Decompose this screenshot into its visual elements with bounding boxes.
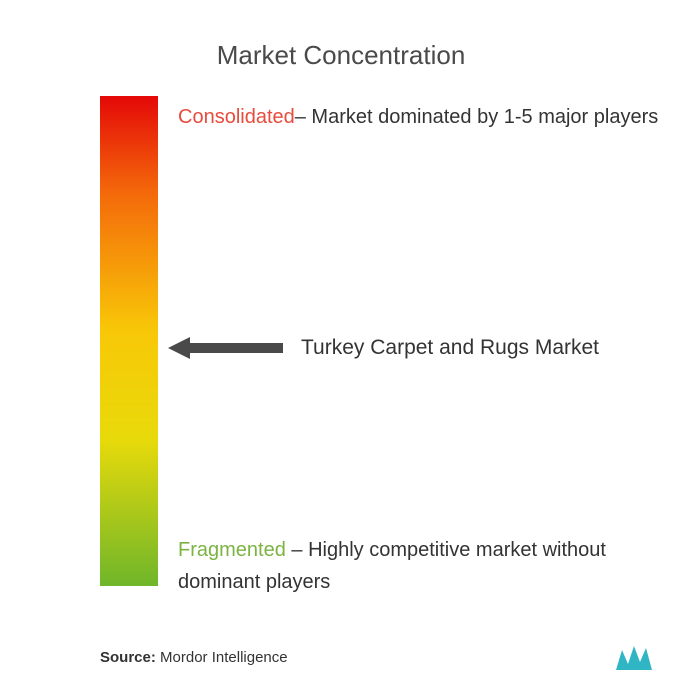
market-pointer: Turkey Carpet and Rugs Market bbox=[168, 336, 599, 360]
chart-area: Consolidated– Market dominated by 1-5 ma… bbox=[0, 96, 682, 636]
chart-footer: Source: Mordor Intelligence bbox=[100, 644, 652, 670]
fragmented-keyword: Fragmented bbox=[178, 539, 286, 561]
consolidated-rest: – Market dominated by 1-5 major players bbox=[295, 106, 659, 128]
source-label: Source: bbox=[100, 649, 156, 666]
fragmented-label: Fragmented – Highly competitive market w… bbox=[178, 534, 662, 598]
market-name-label: Turkey Carpet and Rugs Market bbox=[301, 336, 599, 360]
mordor-logo-icon bbox=[616, 644, 652, 670]
arrow-left-icon bbox=[168, 336, 283, 360]
source-line: Source: Mordor Intelligence bbox=[100, 649, 288, 666]
chart-title: Market Concentration bbox=[0, 0, 682, 96]
source-value: Mordor Intelligence bbox=[160, 649, 288, 666]
concentration-gradient-bar bbox=[100, 96, 158, 586]
consolidated-keyword: Consolidated bbox=[178, 106, 295, 128]
consolidated-label: Consolidated– Market dominated by 1-5 ma… bbox=[178, 101, 662, 133]
